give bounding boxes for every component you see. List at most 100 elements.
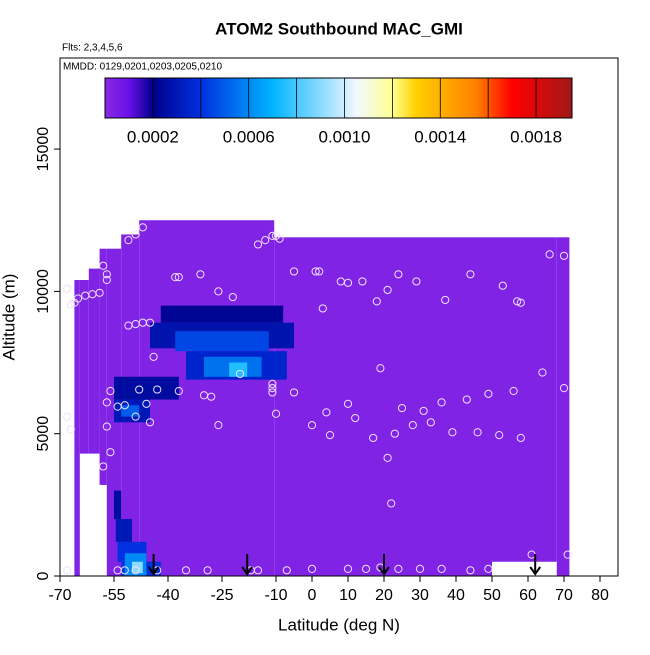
colorbar-tick-label: 0.0002: [127, 127, 179, 146]
flight-point: [318, 304, 327, 313]
flight-point: [361, 564, 371, 573]
x-tick-label: -55: [102, 587, 125, 604]
flight-point: [99, 462, 108, 471]
flight-point: [437, 564, 446, 573]
arrow: [241, 554, 254, 576]
x-axis-label: Latitude (deg N): [278, 615, 400, 634]
flight-point: [563, 550, 572, 559]
flight-point: [214, 421, 223, 430]
flight-point: [473, 428, 482, 437]
heat-cell: [121, 405, 140, 417]
x-tick-label: -70: [48, 587, 71, 604]
flight-point: [289, 267, 299, 276]
flight-point: [102, 275, 111, 285]
flight-point: [466, 270, 475, 279]
flight-point: [397, 403, 407, 413]
x-tick-label: 20: [375, 587, 393, 604]
flight-point: [268, 231, 277, 240]
x-tick-label: 40: [447, 587, 465, 604]
flight-point: [466, 566, 475, 575]
y-tick-label: 10000: [35, 269, 52, 314]
flight-point: [412, 277, 421, 286]
x-tick-label: 70: [555, 587, 573, 604]
flight-point: [448, 428, 457, 437]
flight-point: [415, 564, 425, 573]
plot-frame: [59, 57, 619, 577]
flight-point: [538, 368, 547, 377]
y-tick-label: 0: [35, 571, 52, 580]
x-tick-label: 60: [519, 587, 537, 604]
colorbar: [104, 77, 573, 119]
flight-point: [120, 566, 129, 575]
flight-point: [358, 277, 367, 286]
flight-point: [419, 406, 428, 416]
flight-point: [311, 267, 320, 276]
flight-point: [106, 448, 115, 457]
flight-point: [253, 566, 263, 575]
flight-point: [253, 240, 263, 249]
y-axis-label: Altitude (m): [0, 274, 18, 361]
colorbar-tick-label: 0.0018: [510, 127, 562, 146]
flight-point: [343, 399, 353, 408]
flight-point: [516, 433, 525, 443]
flight-point: [171, 273, 180, 282]
flight-point: [426, 418, 435, 427]
flight-point: [149, 352, 158, 361]
flight-point: [235, 369, 245, 379]
flight-point: [174, 386, 183, 396]
flight-point: [131, 230, 140, 239]
heat-cell: [175, 331, 269, 352]
flight-point: [73, 294, 83, 303]
flight-point: [63, 566, 72, 575]
subtitle: Flts: 2,3,4,5,6: [62, 43, 123, 54]
flight-point: [408, 421, 417, 430]
heat-cell: [99, 248, 107, 485]
flight-point: [325, 431, 335, 440]
x-tick-label: 80: [591, 587, 609, 604]
flight-point: [66, 425, 75, 434]
flight-point: [369, 433, 378, 443]
heat-cell: [160, 305, 284, 323]
flight-point: [268, 388, 277, 397]
chart-title: ATOM2 Southbound MAC_GMI: [215, 19, 463, 38]
heat-cell: [79, 280, 89, 454]
flight-point: [95, 288, 104, 297]
flight-point: [462, 395, 471, 404]
flight-point: [484, 389, 493, 398]
flight-point: [214, 287, 223, 296]
flight-point: [307, 421, 317, 430]
flight-point: [261, 236, 270, 245]
flight-point: [102, 398, 111, 407]
x-tick-label: 10: [339, 587, 357, 604]
flight-point: [268, 384, 277, 393]
flight-point: [63, 284, 72, 293]
flight-point: [282, 566, 291, 575]
flight-point: [509, 386, 518, 396]
flight-point: [559, 251, 569, 260]
flight-point: [131, 412, 140, 421]
flight-point: [516, 298, 525, 307]
flight-point: [268, 379, 277, 388]
flight-point: [441, 295, 450, 305]
flight-point: [437, 398, 446, 407]
flight-point: [63, 412, 72, 421]
flight-point: [207, 392, 216, 401]
flight-point: [102, 270, 111, 279]
flight-point: [484, 564, 493, 573]
y-tick-label: 15000: [35, 127, 52, 172]
overlay: -70 -55 -40 -25 -10 0 10 20 30 40 50 60 70 80 0 5000 100…: [35, 57, 619, 604]
flight-point: [372, 297, 381, 306]
flight-point: [174, 273, 183, 282]
flight-point: [145, 318, 155, 327]
flight-point: [289, 388, 299, 397]
flight-point: [351, 413, 360, 423]
plot-area: [63, 220, 572, 576]
flight-point: [383, 285, 392, 295]
heat-cell: [88, 268, 100, 454]
flight-point: [66, 300, 75, 309]
arrow: [529, 554, 542, 576]
flight-point: [135, 385, 144, 394]
flight-point: [131, 566, 140, 575]
x-tick-label: 0: [308, 587, 317, 604]
heat-cell: [492, 237, 557, 562]
